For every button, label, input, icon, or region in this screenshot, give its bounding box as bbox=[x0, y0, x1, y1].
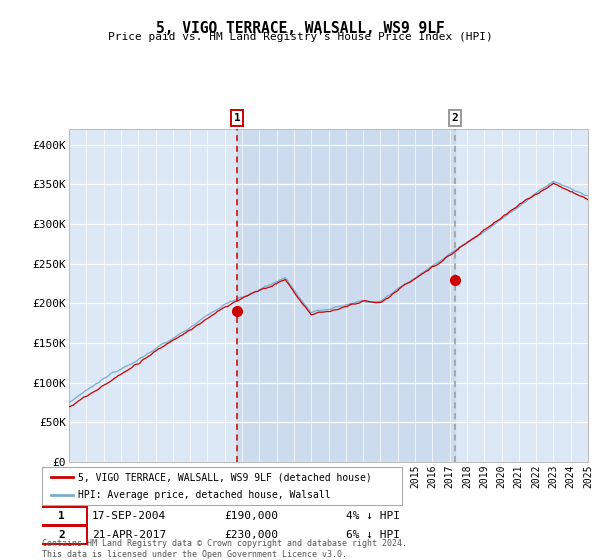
Text: 5, VIGO TERRACE, WALSALL, WS9 9LF (detached house): 5, VIGO TERRACE, WALSALL, WS9 9LF (detac… bbox=[78, 472, 372, 482]
FancyBboxPatch shape bbox=[37, 507, 87, 525]
Text: Contains HM Land Registry data © Crown copyright and database right 2024.
This d: Contains HM Land Registry data © Crown c… bbox=[42, 539, 407, 559]
Bar bbox=[237, 129, 455, 462]
Text: 4% ↓ HPI: 4% ↓ HPI bbox=[346, 511, 400, 521]
Text: 1: 1 bbox=[234, 113, 241, 123]
Text: 5, VIGO TERRACE, WALSALL, WS9 9LF: 5, VIGO TERRACE, WALSALL, WS9 9LF bbox=[155, 21, 445, 36]
Text: £190,000: £190,000 bbox=[224, 511, 278, 521]
Text: HPI: Average price, detached house, Walsall: HPI: Average price, detached house, Wals… bbox=[78, 490, 331, 500]
Text: £230,000: £230,000 bbox=[224, 530, 278, 540]
Text: 2: 2 bbox=[58, 530, 65, 540]
Text: 2: 2 bbox=[451, 113, 458, 123]
Text: 21-APR-2017: 21-APR-2017 bbox=[92, 530, 166, 540]
FancyBboxPatch shape bbox=[37, 526, 87, 544]
Text: 1: 1 bbox=[58, 511, 65, 521]
Text: 17-SEP-2004: 17-SEP-2004 bbox=[92, 511, 166, 521]
Text: 6% ↓ HPI: 6% ↓ HPI bbox=[346, 530, 400, 540]
Text: Price paid vs. HM Land Registry's House Price Index (HPI): Price paid vs. HM Land Registry's House … bbox=[107, 32, 493, 43]
